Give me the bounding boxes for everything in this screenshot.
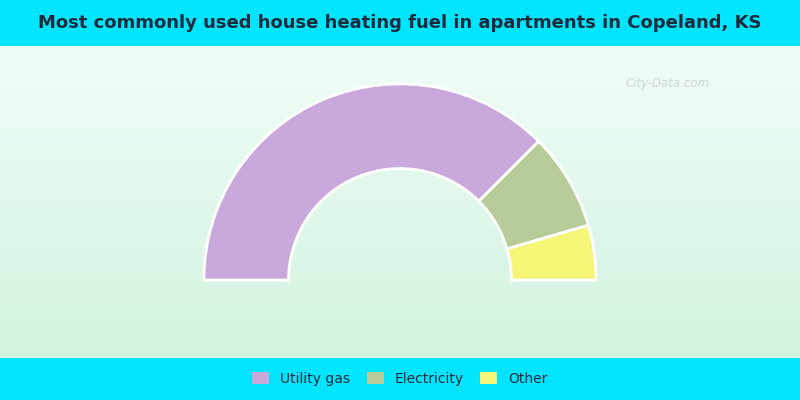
Wedge shape bbox=[478, 141, 588, 249]
Wedge shape bbox=[204, 84, 538, 280]
Legend: Utility gas, Electricity, Other: Utility gas, Electricity, Other bbox=[248, 368, 552, 390]
Text: City-Data.com: City-Data.com bbox=[626, 77, 710, 90]
Wedge shape bbox=[507, 225, 596, 280]
Text: Most commonly used house heating fuel in apartments in Copeland, KS: Most commonly used house heating fuel in… bbox=[38, 14, 762, 32]
